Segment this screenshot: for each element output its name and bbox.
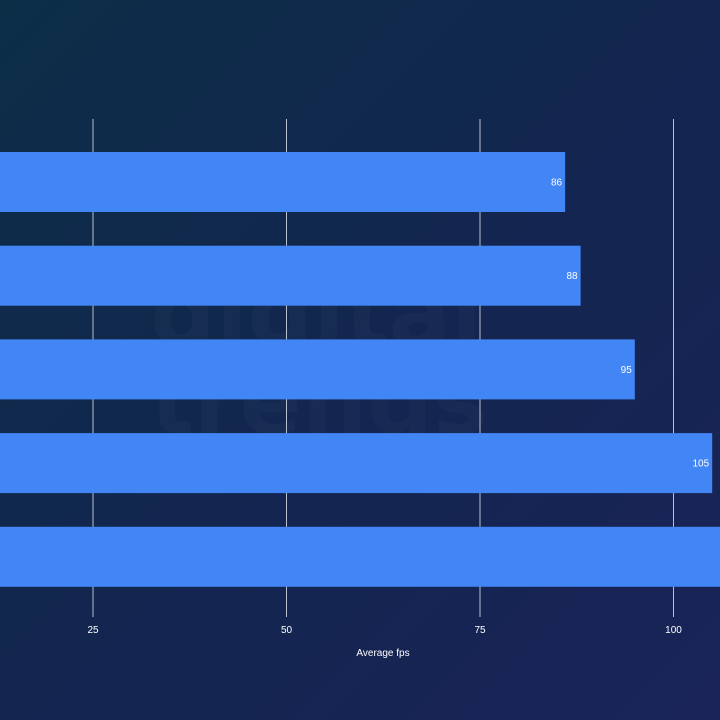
bar-value-label: 105 xyxy=(693,459,710,470)
bar-4 xyxy=(0,433,713,494)
x-tick-labels: 25 50 75 100 xyxy=(87,625,682,636)
x-tick-label: 100 xyxy=(665,625,682,636)
x-tick-label: 50 xyxy=(281,625,293,636)
bars xyxy=(0,152,720,587)
x-tick-label: 25 xyxy=(87,625,99,636)
bar-value-label: 86 xyxy=(551,178,563,189)
value-labels: 86 88 95 105 xyxy=(551,178,710,470)
bar-value-label: 95 xyxy=(621,365,633,376)
bar-2 xyxy=(0,245,581,306)
bar-3 xyxy=(0,339,635,400)
x-tick-label: 75 xyxy=(474,625,486,636)
bar-5 xyxy=(0,526,720,587)
x-axis-label: Average fps xyxy=(356,648,410,659)
bar-1 xyxy=(0,152,566,212)
bar-value-label: 88 xyxy=(566,271,578,282)
